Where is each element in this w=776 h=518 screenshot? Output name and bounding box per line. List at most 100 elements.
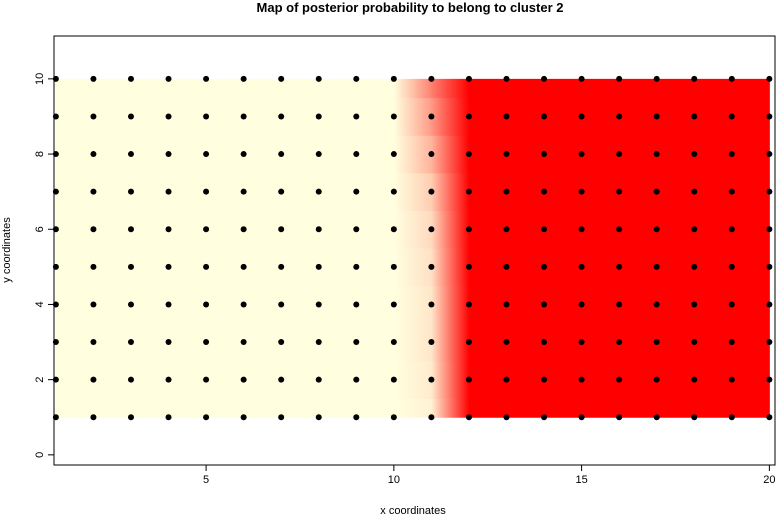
chart-title: Map of posterior probability to belong t… xyxy=(257,0,564,15)
probability-cell xyxy=(356,398,395,418)
grid-point xyxy=(428,113,435,120)
probability-cell xyxy=(581,398,620,418)
grid-point xyxy=(428,339,435,346)
grid-point xyxy=(203,188,210,195)
grid-point xyxy=(728,414,735,421)
probability-cell xyxy=(544,398,583,418)
grid-point xyxy=(315,188,322,195)
grid-point xyxy=(165,226,172,233)
probability-cell xyxy=(168,323,207,362)
probability-cell xyxy=(731,248,770,287)
probability-cell xyxy=(694,323,733,362)
probability-cell xyxy=(619,78,658,99)
probability-cell xyxy=(506,323,545,362)
grid-point xyxy=(691,339,698,346)
probability-cell xyxy=(130,97,170,136)
grid-point xyxy=(766,188,773,195)
grid-point xyxy=(691,226,698,233)
grid-point xyxy=(653,75,660,82)
probability-cell xyxy=(656,248,695,287)
grid-point xyxy=(465,414,472,421)
probability-cell xyxy=(318,97,357,136)
grid-point xyxy=(203,376,210,383)
probability-cell xyxy=(55,172,94,211)
probability-cell xyxy=(506,97,545,136)
grid-point xyxy=(616,414,623,421)
grid-point xyxy=(541,414,548,421)
grid-point xyxy=(541,75,548,82)
grid-point xyxy=(691,151,698,158)
probability-cell xyxy=(468,323,508,362)
grid-point xyxy=(541,226,548,233)
grid-point xyxy=(165,151,172,158)
probability-cell xyxy=(55,248,94,287)
grid-point xyxy=(653,414,660,421)
probability-cell xyxy=(356,210,395,249)
probability-cell xyxy=(168,135,207,174)
grid-point xyxy=(240,188,247,195)
probability-cell xyxy=(168,248,207,287)
grid-point xyxy=(428,188,435,195)
probability-cell xyxy=(619,97,658,136)
probability-cell xyxy=(393,398,432,418)
probability-cell xyxy=(431,210,470,249)
probability-cell xyxy=(130,398,170,418)
probability-cell xyxy=(281,135,320,174)
probability-cell xyxy=(130,172,170,211)
grid-point xyxy=(315,151,322,158)
grid-point xyxy=(728,263,735,270)
probability-cell xyxy=(431,172,470,211)
probability-cell xyxy=(468,78,508,99)
probability-cell xyxy=(468,398,508,418)
y-tick-label: 6 xyxy=(34,226,46,232)
grid-point xyxy=(353,263,360,270)
probability-cell xyxy=(431,398,470,418)
grid-point xyxy=(353,301,360,308)
grid-point xyxy=(90,188,97,195)
grid-point xyxy=(503,414,510,421)
y-tick-label: 8 xyxy=(34,151,46,157)
grid-point xyxy=(240,376,247,383)
grid-point xyxy=(203,151,210,158)
probability-cell xyxy=(206,360,245,399)
probability-cell xyxy=(243,78,282,99)
grid-point xyxy=(691,113,698,120)
grid-point xyxy=(240,75,247,82)
grid-point xyxy=(503,339,510,346)
probability-cell xyxy=(431,323,470,362)
probability-cell xyxy=(130,210,170,249)
grid-point xyxy=(541,188,548,195)
grid-point xyxy=(390,113,397,120)
grid-point xyxy=(616,151,623,158)
probability-cell xyxy=(93,248,132,287)
grid-point xyxy=(503,188,510,195)
probability-cell xyxy=(393,360,432,399)
probability-cell xyxy=(206,172,245,211)
grid-point xyxy=(390,414,397,421)
probability-cell xyxy=(468,285,508,324)
grid-point xyxy=(578,188,585,195)
probability-cell xyxy=(281,323,320,362)
grid-point xyxy=(766,75,773,82)
grid-point xyxy=(728,113,735,120)
probability-cell xyxy=(281,172,320,211)
probability-cell xyxy=(281,285,320,324)
probability-cell xyxy=(544,248,583,287)
probability-cell xyxy=(168,172,207,211)
grid-point xyxy=(353,75,360,82)
probability-cell xyxy=(619,172,658,211)
probability-cell xyxy=(468,210,508,249)
probability-cell xyxy=(318,78,357,99)
grid-point xyxy=(353,376,360,383)
probability-cell xyxy=(619,323,658,362)
probability-cell xyxy=(544,78,583,99)
grid-point xyxy=(390,188,397,195)
probability-cell xyxy=(318,248,357,287)
grid-point xyxy=(428,75,435,82)
grid-point xyxy=(541,301,548,308)
probability-cell xyxy=(55,135,94,174)
grid-point xyxy=(766,376,773,383)
grid-point xyxy=(278,226,285,233)
probability-cell xyxy=(656,398,695,418)
x-tick-label: 10 xyxy=(388,474,400,486)
